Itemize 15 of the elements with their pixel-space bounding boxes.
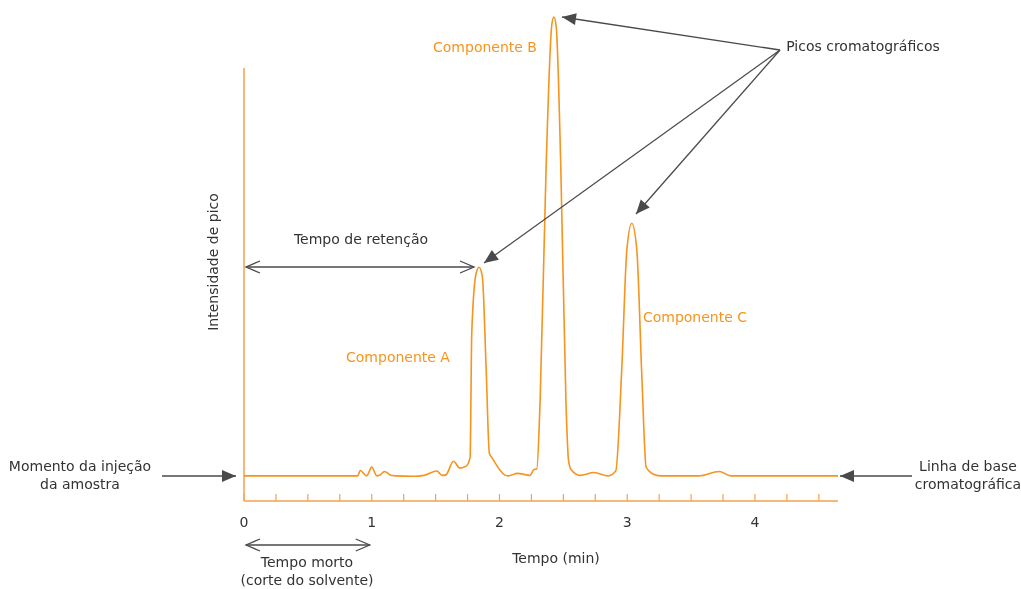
- x-tick-label: 3: [622, 514, 632, 530]
- annotation: Componente C: [642, 309, 748, 325]
- annotation: Componente B: [433, 39, 537, 55]
- x-tick-label: 4: [750, 514, 760, 530]
- text: Tempo morto (corte do solvente): [240, 554, 374, 588]
- annotation: Componente A: [346, 349, 451, 365]
- text: Linha de base cromatográfica: [914, 458, 1021, 492]
- x-tick-label: 2: [495, 514, 504, 530]
- annotation: Picos cromatográficos: [786, 38, 940, 54]
- x-tick-label: 1: [367, 514, 377, 530]
- x-axis-title: Tempo (min): [511, 550, 600, 566]
- text: Momento da injeção da amostra: [8, 458, 152, 492]
- annotation: Tempo de retenção: [292, 231, 429, 247]
- y-axis-title: Intensidade de pico: [205, 193, 221, 331]
- x-tick-label: 0: [239, 514, 249, 530]
